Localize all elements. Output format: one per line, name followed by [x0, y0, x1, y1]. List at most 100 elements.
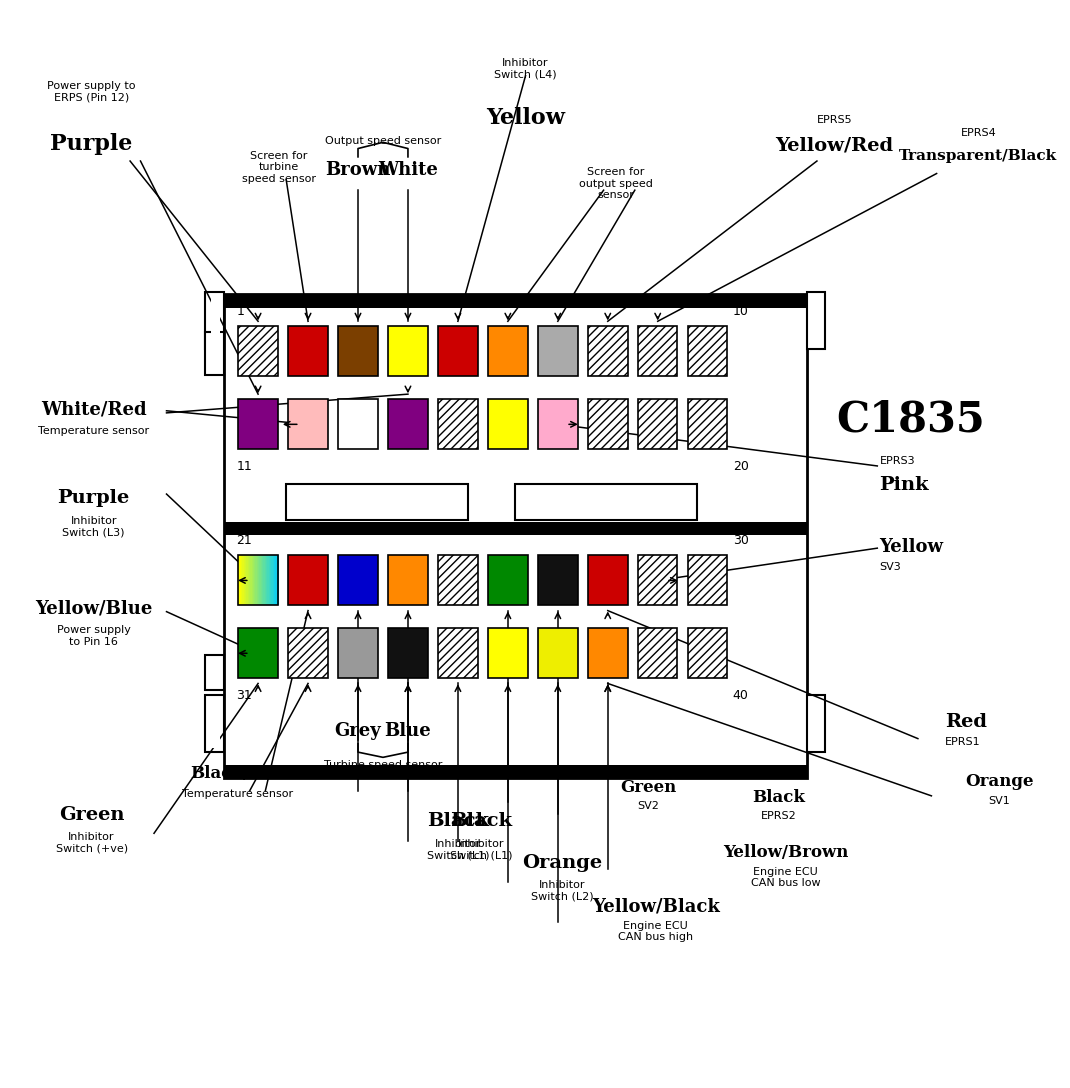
Text: Brown: Brown	[325, 161, 391, 180]
Text: 21: 21	[236, 534, 253, 547]
Text: Inhibitor
Switch (L2): Inhibitor Switch (L2)	[531, 880, 593, 902]
Text: Purple: Purple	[58, 489, 129, 507]
Bar	[438, 628, 477, 678]
Bar	[263, 556, 265, 605]
Bar	[244, 556, 246, 605]
Text: Pink: Pink	[880, 477, 929, 494]
Text: Yellow: Yellow	[880, 537, 944, 556]
Bar	[338, 628, 378, 678]
Bar	[438, 326, 477, 376]
Text: Yellow/Black: Yellow/Black	[592, 898, 719, 916]
Text: 40: 40	[733, 689, 749, 702]
Bar	[255, 556, 257, 605]
Bar	[338, 399, 378, 449]
Text: Blue: Blue	[384, 721, 431, 740]
Bar	[273, 556, 275, 605]
Bar	[224, 521, 807, 535]
Bar	[239, 399, 278, 449]
Text: Yellow/Brown: Yellow/Brown	[723, 843, 849, 861]
Bar	[688, 628, 728, 678]
Text: Transparent/Black: Transparent/Black	[899, 149, 1057, 162]
Bar	[261, 556, 263, 605]
Text: White/Red: White/Red	[41, 400, 147, 419]
Text: Green: Green	[621, 779, 676, 796]
Bar	[488, 628, 528, 678]
Text: Turbine speed sensor: Turbine speed sensor	[324, 761, 442, 770]
Bar	[807, 695, 825, 752]
Bar	[240, 556, 242, 605]
Bar	[638, 326, 677, 376]
Bar	[211, 700, 220, 747]
Text: EPRS4: EPRS4	[961, 127, 996, 138]
Bar	[247, 556, 250, 605]
Bar	[276, 556, 279, 605]
Bar	[588, 326, 627, 376]
Bar	[438, 399, 477, 449]
Bar	[269, 556, 271, 605]
Bar	[338, 556, 378, 605]
Bar	[268, 556, 270, 605]
Text: EPRS3: EPRS3	[880, 456, 915, 466]
Text: EPRS1: EPRS1	[945, 737, 980, 746]
Bar	[538, 399, 578, 449]
Bar	[241, 556, 243, 605]
Text: Yellow: Yellow	[486, 107, 565, 128]
Bar	[205, 293, 224, 349]
Bar	[258, 556, 260, 605]
Bar	[246, 556, 248, 605]
Text: SV3: SV3	[880, 561, 901, 571]
Text: EPRS5: EPRS5	[816, 115, 853, 125]
Bar	[688, 326, 728, 376]
Text: C1835: C1835	[837, 398, 985, 441]
Text: 31: 31	[236, 689, 253, 702]
Bar	[205, 695, 224, 752]
Bar	[488, 399, 528, 449]
Text: Yellow/Blue: Yellow/Blue	[35, 599, 152, 617]
Bar	[262, 556, 264, 605]
Bar	[245, 556, 247, 605]
Bar	[588, 628, 627, 678]
Bar	[239, 628, 278, 678]
Bar	[242, 556, 245, 605]
Bar	[388, 399, 428, 449]
Bar	[688, 399, 728, 449]
Bar	[251, 556, 254, 605]
Bar	[275, 556, 277, 605]
Text: SV1: SV1	[989, 795, 1010, 806]
Bar	[224, 294, 807, 308]
Bar	[288, 628, 327, 678]
Bar	[438, 556, 477, 605]
Bar	[638, 556, 677, 605]
Text: Purple: Purple	[50, 133, 133, 154]
Bar	[264, 556, 268, 605]
Bar	[266, 556, 269, 605]
Bar	[538, 556, 578, 605]
Text: Inhibitor
Switch (L4): Inhibitor Switch (L4)	[494, 58, 556, 79]
Text: Inhibitor
Switch (L1): Inhibitor Switch (L1)	[427, 839, 489, 861]
Text: Engine ECU
CAN bus low: Engine ECU CAN bus low	[751, 867, 821, 888]
Bar	[388, 556, 428, 605]
Bar	[205, 655, 224, 690]
Bar	[338, 326, 378, 376]
Bar	[538, 326, 578, 376]
Text: Black: Black	[449, 813, 511, 830]
Bar	[288, 556, 327, 605]
Text: Inhibitor
Switch (L3): Inhibitor Switch (L3)	[62, 516, 125, 537]
Text: Power supply to
ERPS (Pin 12): Power supply to ERPS (Pin 12)	[47, 81, 136, 102]
Text: EPRS2: EPRS2	[761, 812, 796, 821]
Text: Inhibitor
Switch (L1): Inhibitor Switch (L1)	[449, 839, 513, 861]
Bar	[250, 556, 253, 605]
Bar	[259, 556, 262, 605]
Bar	[638, 628, 677, 678]
Text: Grey: Grey	[335, 721, 381, 740]
Text: Engine ECU
CAN bus high: Engine ECU CAN bus high	[618, 920, 693, 942]
Bar	[807, 293, 825, 349]
Text: 1: 1	[236, 305, 244, 318]
Bar	[239, 556, 241, 605]
Text: SV2: SV2	[638, 801, 659, 811]
Bar	[588, 399, 627, 449]
Bar	[256, 556, 258, 605]
Text: Black: Black	[427, 813, 489, 830]
Text: White: White	[378, 161, 438, 180]
Text: Power supply
to Pin 16: Power supply to Pin 16	[57, 626, 131, 646]
